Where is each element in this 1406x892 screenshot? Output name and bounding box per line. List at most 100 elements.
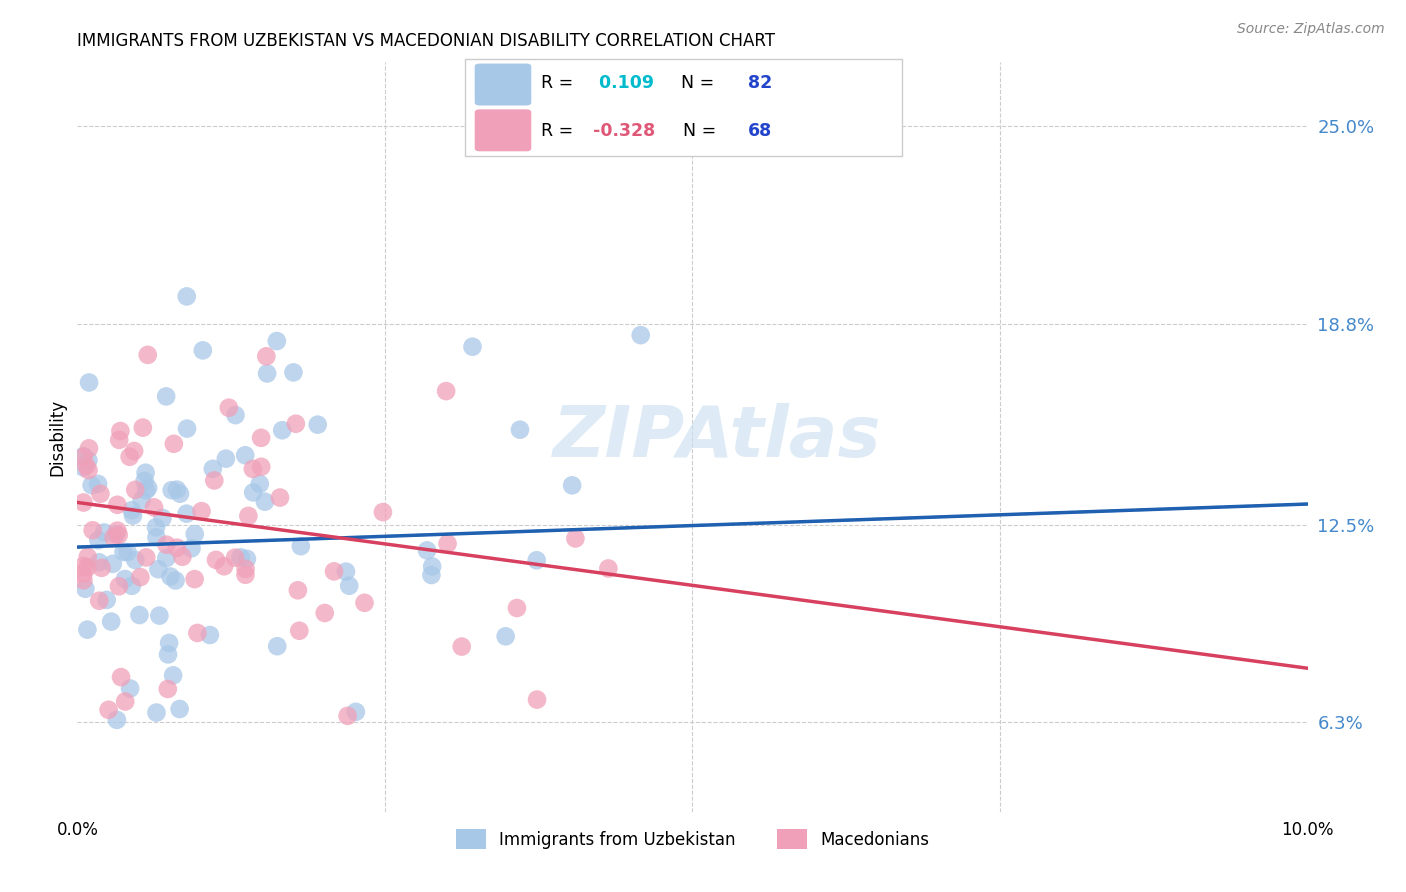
Point	[163, 437, 186, 451]
Point	[165, 574, 187, 588]
Point	[128, 607, 150, 622]
FancyBboxPatch shape	[475, 110, 531, 152]
Point	[630, 328, 652, 343]
Point	[105, 713, 128, 727]
Point	[72, 574, 94, 588]
Point	[283, 365, 305, 379]
Point	[89, 487, 111, 501]
Point	[87, 533, 110, 548]
Point	[323, 565, 346, 579]
Point	[121, 503, 143, 517]
Point	[215, 451, 238, 466]
Point	[129, 570, 152, 584]
Point	[495, 629, 517, 643]
Point	[114, 572, 136, 586]
Point	[136, 348, 159, 362]
Point	[90, 561, 112, 575]
Point	[335, 565, 357, 579]
Point	[143, 500, 166, 515]
Point	[112, 545, 135, 559]
Point	[450, 640, 472, 654]
Point	[89, 593, 111, 607]
Point	[461, 340, 484, 354]
Point	[169, 486, 191, 500]
Point	[336, 709, 359, 723]
Point	[145, 530, 167, 544]
Point	[509, 423, 531, 437]
Point	[104, 527, 127, 541]
Point	[166, 541, 188, 555]
Point	[122, 444, 145, 458]
Point	[77, 442, 100, 456]
Point	[135, 483, 157, 498]
Point	[242, 462, 264, 476]
Point	[135, 466, 157, 480]
Point	[436, 536, 458, 550]
Text: Source: ZipAtlas.com: Source: ZipAtlas.com	[1237, 22, 1385, 37]
Point	[212, 559, 235, 574]
Point	[526, 692, 548, 706]
Text: 82: 82	[748, 74, 772, 92]
Point	[176, 507, 198, 521]
Point	[198, 628, 221, 642]
Point	[107, 528, 129, 542]
Point	[122, 508, 145, 523]
Point	[183, 527, 205, 541]
Point	[254, 349, 277, 363]
Point	[103, 530, 125, 544]
Point	[598, 561, 620, 575]
FancyBboxPatch shape	[475, 63, 531, 105]
Point	[135, 550, 157, 565]
Point	[172, 549, 194, 564]
Point	[229, 550, 252, 565]
Point	[77, 376, 100, 390]
Point	[72, 566, 94, 581]
Point	[105, 524, 128, 538]
Point	[156, 681, 179, 696]
Point	[136, 481, 159, 495]
Point	[155, 551, 177, 566]
Point	[124, 553, 146, 567]
Point	[224, 408, 246, 422]
Point	[77, 453, 100, 467]
Point	[97, 703, 120, 717]
Point	[76, 623, 98, 637]
Point	[307, 417, 329, 432]
Point	[506, 601, 529, 615]
Point	[72, 559, 94, 574]
Point	[256, 367, 278, 381]
Point	[72, 495, 94, 509]
Point	[162, 668, 184, 682]
Point	[353, 596, 375, 610]
Point	[186, 626, 208, 640]
Point	[218, 401, 240, 415]
Point	[242, 485, 264, 500]
Point	[224, 550, 246, 565]
Point	[155, 538, 177, 552]
Point	[314, 606, 336, 620]
Text: N =: N =	[683, 122, 721, 140]
Point	[117, 545, 139, 559]
Point	[160, 483, 183, 498]
Point	[110, 670, 132, 684]
Text: N =: N =	[671, 74, 720, 92]
Point	[266, 639, 288, 653]
Point	[420, 568, 443, 582]
Point	[526, 553, 548, 567]
Point	[253, 494, 276, 508]
Point	[118, 450, 141, 464]
Point	[564, 532, 586, 546]
Point	[75, 582, 97, 596]
Text: -0.328: -0.328	[593, 122, 655, 140]
Text: IMMIGRANTS FROM UZBEKISTAN VS MACEDONIAN DISABILITY CORRELATION CHART: IMMIGRANTS FROM UZBEKISTAN VS MACEDONIAN…	[77, 32, 775, 50]
Point	[344, 705, 367, 719]
Point	[101, 557, 124, 571]
Point	[100, 615, 122, 629]
Point	[290, 539, 312, 553]
Point	[77, 463, 100, 477]
Point	[157, 648, 180, 662]
Point	[266, 334, 288, 348]
Text: R =: R =	[541, 74, 579, 92]
Point	[87, 476, 110, 491]
Point	[157, 636, 180, 650]
